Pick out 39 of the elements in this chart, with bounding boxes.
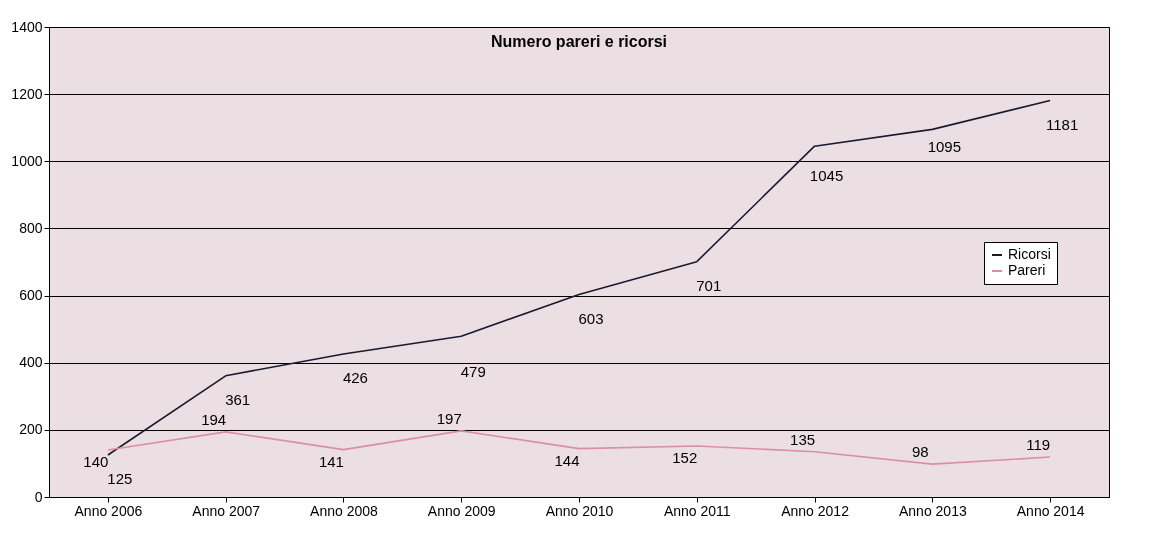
data-label: 140 <box>83 453 109 470</box>
data-label: 361 <box>225 390 251 408</box>
y-tick-label: 400 <box>19 354 43 371</box>
data-label: 98 <box>911 443 929 461</box>
chart-title: Numero pareri e ricorsi <box>490 33 668 50</box>
data-label: 141 <box>318 452 344 470</box>
data-label: 1045 <box>809 167 844 185</box>
data-label: 119 <box>1026 436 1051 454</box>
x-tick-label: Anno 2011 <box>663 502 731 519</box>
data-label: 125 <box>107 470 133 488</box>
data-label: 701 <box>696 276 722 294</box>
x-tick-label: Anno 2012 <box>781 502 850 519</box>
data-label: 194 <box>201 410 227 428</box>
x-tick-label: Anno 2014 <box>1016 502 1085 519</box>
y-tick-label: 1400 <box>11 18 43 35</box>
data-label: 603 <box>578 309 604 327</box>
data-label: 197 <box>436 409 462 427</box>
y-tick-label: 800 <box>19 219 43 236</box>
data-label: 135 <box>790 430 816 448</box>
x-tick-label: Anno 2006 <box>74 502 143 519</box>
y-tick-label: 200 <box>19 421 43 438</box>
data-label: 1095 <box>927 138 962 156</box>
line-series <box>107 430 1051 465</box>
data-label: 479 <box>460 363 486 381</box>
x-tick-label: Anno 2007 <box>192 502 261 519</box>
y-tick-label: 1200 <box>11 85 43 102</box>
data-label: 144 <box>554 451 580 469</box>
x-tick-label: Anno 2010 <box>545 502 614 519</box>
y-tick-label: 1000 <box>11 152 43 169</box>
data-label: 1181 <box>1045 115 1079 133</box>
x-tick-label: Anno 2009 <box>427 502 496 519</box>
y-tick-label: 0 <box>34 488 43 505</box>
legend-label: Ricorsi <box>1008 246 1051 262</box>
x-tick-label: Anno 2008 <box>310 502 379 519</box>
data-label: 426 <box>342 368 368 386</box>
legend-label: Pareri <box>1008 262 1046 278</box>
x-tick-label: Anno 2013 <box>898 502 967 519</box>
data-label: 152 <box>672 448 698 466</box>
y-tick-label: 600 <box>19 287 43 304</box>
